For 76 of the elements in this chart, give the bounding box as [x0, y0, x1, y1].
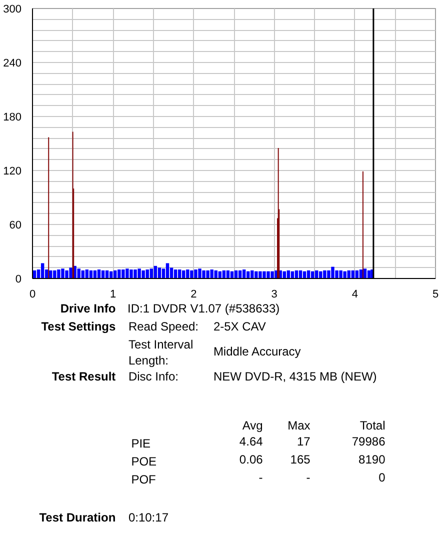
bar: [254, 271, 258, 278]
text: POE: [131, 454, 157, 468]
bar: [57, 270, 60, 278]
bar: [61, 268, 64, 278]
bar: [134, 270, 137, 278]
bar: [130, 270, 133, 278]
text: Drive Info: [60, 302, 116, 316]
bar: [343, 271, 346, 278]
y-tick-label: 60: [9, 220, 22, 232]
bar: [118, 270, 121, 278]
x-tick-label: 3: [271, 288, 278, 300]
bar: [65, 270, 68, 278]
text: 4.64: [239, 434, 264, 448]
bar: [323, 270, 326, 278]
bar: [266, 271, 270, 278]
bar: [198, 268, 202, 278]
bar: [186, 270, 190, 278]
y-tick-label: 0: [15, 274, 22, 286]
bar: [258, 271, 262, 278]
text: 165: [290, 452, 311, 466]
text: PIE: [131, 436, 151, 450]
text: NEW DVD-R, 4315 MB (NEW): [213, 370, 377, 384]
x-tick-label: 2: [190, 288, 197, 300]
y-tick-label: 240: [3, 58, 22, 70]
bar: [190, 270, 194, 278]
bar: [339, 270, 342, 278]
text: 2-5X CAV: [213, 320, 266, 334]
text: Total: [360, 418, 386, 432]
text: 8190: [358, 452, 386, 466]
bar: [327, 270, 330, 278]
bar: [122, 270, 125, 278]
text: POF: [131, 472, 156, 486]
bar: [126, 268, 129, 278]
x-tick-label: 1: [110, 288, 116, 300]
bar: [319, 271, 322, 278]
y-tick-label: 300: [3, 4, 22, 16]
bar: [146, 270, 149, 278]
bar: [142, 270, 145, 278]
text: Disc Info:: [128, 370, 178, 384]
text: 17: [296, 434, 311, 448]
bar: [40, 263, 44, 278]
bar: [210, 270, 214, 278]
bar: [69, 268, 72, 278]
text: Read Speed:: [128, 320, 199, 334]
bar: [262, 271, 266, 278]
text: -: [258, 470, 263, 484]
bar: [331, 266, 334, 278]
text: 0:10:17: [128, 510, 169, 524]
text: Test Duration: [39, 510, 116, 524]
bar: [166, 263, 170, 278]
text: 0: [378, 470, 386, 484]
bar: [206, 270, 210, 278]
bar: [53, 270, 56, 278]
x-tick-label: 0: [29, 288, 36, 300]
bar: [77, 268, 80, 278]
text: Max: [288, 418, 310, 432]
text: Middle Accuracy: [213, 344, 301, 358]
text: Test Result: [52, 370, 116, 384]
x-tick-label: 5: [432, 288, 439, 300]
text: -: [306, 470, 310, 484]
text: 0.06: [239, 452, 264, 466]
x-tick-label: 4: [352, 288, 358, 300]
bar: [335, 270, 338, 278]
y-tick-label: 180: [3, 112, 22, 124]
bar: [270, 271, 274, 278]
bar: [202, 270, 206, 278]
bar: [138, 268, 141, 278]
y-tick-label: 120: [3, 166, 22, 178]
text: ID:1 DVDR V1.07 (#538633): [128, 302, 280, 316]
bar: [347, 270, 350, 278]
text: 79986: [352, 434, 386, 448]
bar: [158, 268, 162, 278]
text: Test Settings: [41, 320, 116, 334]
text: Test Interval Length:: [128, 338, 194, 368]
bar: [194, 270, 198, 278]
text: Avg: [242, 418, 263, 432]
